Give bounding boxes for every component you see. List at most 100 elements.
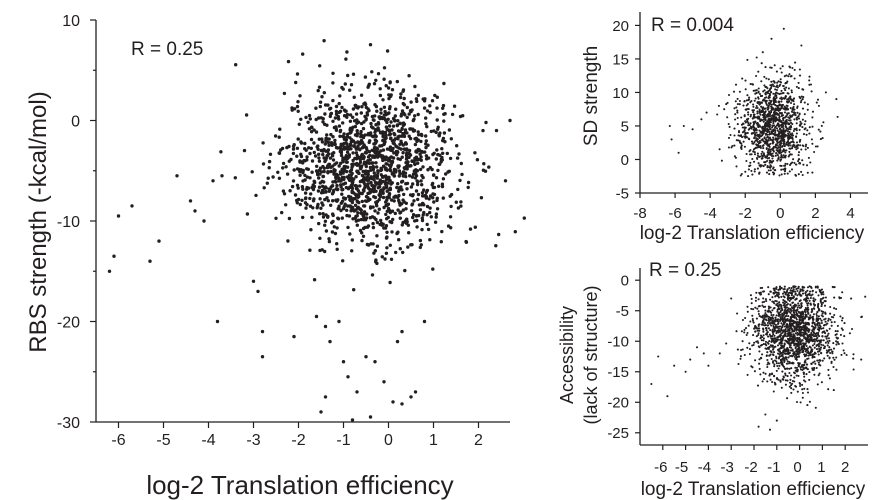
data-point	[387, 159, 392, 163]
data-point	[408, 193, 413, 197]
data-point	[355, 390, 359, 394]
data-point	[449, 204, 453, 209]
data-point	[793, 325, 796, 328]
data-point	[370, 148, 374, 152]
data-point	[808, 75, 811, 78]
data-point	[336, 217, 341, 221]
data-point	[341, 360, 346, 364]
data-point	[792, 158, 795, 161]
data-point	[401, 208, 405, 212]
y-tick-label: -10	[607, 334, 629, 351]
data-point	[345, 50, 349, 54]
data-point	[826, 354, 829, 357]
data-point	[395, 153, 399, 157]
data-point	[400, 109, 405, 113]
data-point	[828, 346, 831, 349]
data-point	[328, 107, 332, 111]
data-point	[757, 333, 760, 337]
data-point	[384, 212, 388, 217]
data-point	[353, 203, 358, 207]
data-point	[355, 129, 359, 133]
data-point	[772, 138, 775, 141]
data-point	[785, 306, 788, 309]
data-point	[776, 150, 779, 153]
data-point	[411, 215, 415, 220]
data-point	[785, 303, 788, 306]
data-point	[457, 152, 461, 156]
data-point	[790, 297, 793, 300]
data-point	[773, 64, 776, 67]
data-point	[802, 133, 806, 136]
data-point	[384, 84, 388, 88]
data-point	[781, 121, 784, 124]
data-point	[738, 103, 741, 106]
data-point	[794, 111, 797, 115]
data-point	[791, 339, 794, 342]
data-point	[799, 341, 802, 344]
data-point	[803, 353, 806, 356]
data-point	[309, 192, 313, 196]
data-point	[373, 360, 377, 364]
data-point	[758, 111, 761, 114]
data-point	[323, 223, 327, 227]
data-point	[305, 155, 309, 159]
data-point	[787, 315, 790, 318]
data-point	[803, 364, 806, 367]
data-point	[818, 359, 821, 362]
data-point	[783, 325, 786, 328]
data-point	[776, 336, 779, 339]
data-point	[754, 359, 757, 362]
data-point	[347, 214, 352, 218]
data-point	[355, 184, 359, 188]
data-point	[271, 175, 275, 179]
data-point	[773, 334, 776, 337]
data-point	[475, 158, 480, 162]
data-point	[769, 169, 772, 172]
data-point	[782, 119, 785, 122]
data-point	[758, 323, 761, 326]
data-point	[792, 129, 795, 133]
data-point	[793, 285, 796, 288]
data-point	[781, 114, 785, 117]
data-point	[374, 123, 378, 127]
data-point	[762, 319, 765, 322]
data-point	[303, 159, 307, 163]
data-point	[410, 159, 414, 163]
data-point	[790, 91, 793, 94]
data-point	[279, 148, 283, 152]
data-point	[368, 206, 373, 210]
data-point	[788, 122, 791, 125]
data-point	[747, 324, 750, 327]
data-point	[739, 142, 742, 145]
data-point	[415, 182, 420, 187]
data-point	[411, 172, 416, 176]
data-point	[757, 312, 760, 316]
data-point	[777, 322, 780, 325]
data-point	[804, 313, 807, 316]
data-point	[818, 322, 821, 325]
data-point	[281, 161, 286, 166]
data-point	[278, 127, 282, 131]
data-point	[322, 122, 327, 127]
data-point	[777, 313, 780, 316]
data-point	[735, 139, 738, 142]
data-point	[381, 222, 385, 226]
data-point	[317, 156, 321, 160]
data-point	[786, 360, 789, 363]
data-point	[758, 125, 761, 128]
data-point	[816, 286, 819, 289]
data-point	[752, 124, 755, 127]
data-point	[308, 176, 312, 180]
data-point	[430, 167, 434, 172]
data-point	[778, 364, 781, 367]
data-point	[758, 362, 761, 365]
data-point	[749, 161, 752, 164]
data-point	[319, 206, 323, 210]
data-point	[808, 333, 811, 336]
data-point	[388, 179, 392, 183]
data-point	[795, 311, 798, 314]
data-point	[747, 111, 750, 114]
data-point	[422, 319, 427, 324]
data-point	[801, 292, 805, 295]
data-point	[805, 373, 808, 376]
